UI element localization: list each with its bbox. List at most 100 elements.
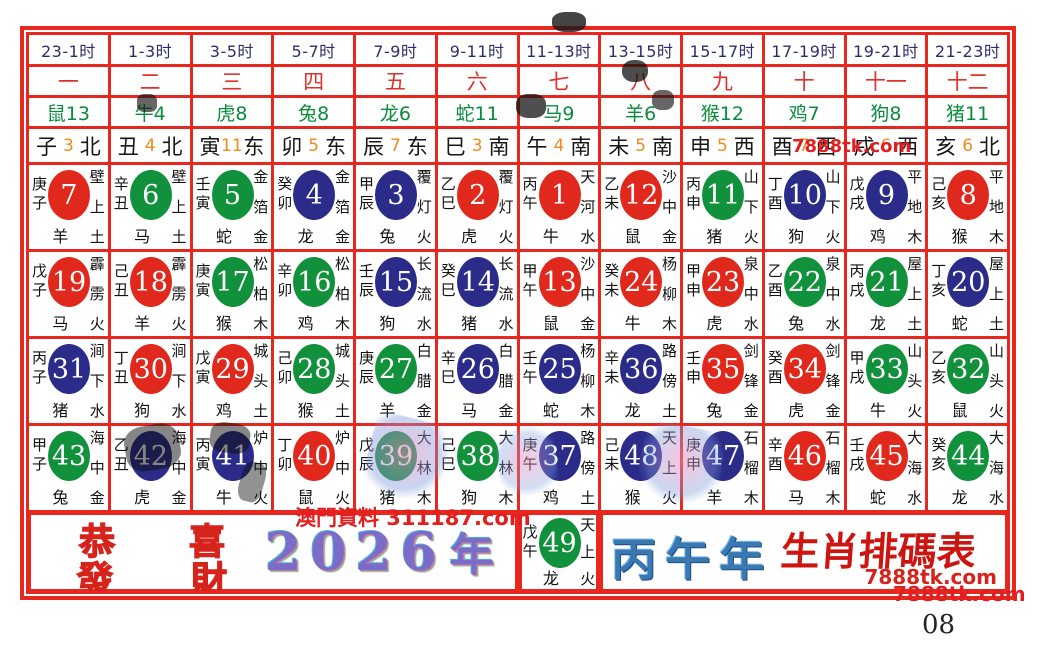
- nayin-char: 土: [580, 489, 596, 507]
- ball-cell: 壬辰 15 狗 长流水: [356, 252, 435, 336]
- nayin-char: 水: [89, 402, 105, 420]
- nayin-char: 水: [416, 315, 432, 333]
- time-slot-cell: 9-11时: [437, 35, 517, 64]
- nayin-char: 下: [89, 372, 105, 390]
- ganzhi-label: 壬寅: [196, 177, 211, 211]
- ganzhi-char: 乙: [604, 175, 620, 193]
- lottery-ball-41: 41: [211, 431, 254, 481]
- nayin-char: 中: [334, 459, 350, 477]
- nayin-label: 覆灯火: [417, 170, 432, 245]
- ball-cell: 甲子 43 兔 海中金: [29, 426, 108, 510]
- ganzhi-char: 甲: [849, 349, 865, 367]
- nayin-char: 榴: [743, 459, 759, 477]
- lottery-ball-13: 13: [538, 257, 581, 307]
- nayin-char: 木: [907, 228, 923, 246]
- nayin-label: 泉中水: [825, 257, 840, 332]
- nayin-label: 松柏木: [253, 257, 268, 332]
- ball-cell: 癸巳 14 猪 长流水: [437, 252, 517, 336]
- lottery-ball-42: 42: [129, 431, 172, 481]
- ganzhi-label: 庚子: [32, 177, 47, 211]
- nayin-char: 地: [907, 198, 923, 216]
- ganzhi-char: 酉: [767, 194, 783, 212]
- nayin-char: 木: [498, 489, 514, 507]
- nayin-char: 上: [907, 285, 923, 303]
- ganzhi-label: 庚申: [686, 438, 701, 472]
- ganzhi-char: 壬: [359, 262, 375, 280]
- ganzhi-label: 己卯: [277, 351, 292, 385]
- nayin-char: 路: [580, 429, 596, 447]
- ganzhi-label: 戊戌: [850, 177, 865, 211]
- ganzhi-label: 丙子: [32, 351, 47, 385]
- ganzhi-char: 乙: [113, 436, 129, 454]
- nayin-char: 水: [498, 315, 514, 333]
- ganzhi-char: 乙: [440, 175, 456, 193]
- direction-label: 西: [733, 134, 755, 159]
- ganzhi-char: 申: [686, 194, 702, 212]
- zodiac-label: 蛇: [542, 401, 559, 420]
- time-slot-cell: 11-13时: [519, 35, 599, 64]
- nayin-char: 雳: [171, 285, 187, 303]
- direction-label: 南: [488, 134, 510, 159]
- nayin-char: 沙: [580, 255, 596, 273]
- nayin-char: 土: [988, 315, 1004, 333]
- nayin-label: 天河水: [580, 170, 595, 245]
- zodiac-label: 牛: [215, 488, 232, 507]
- ball-cell: 己未 48 猴 天上火: [601, 426, 680, 510]
- nayin-label: 松柏木: [335, 257, 350, 332]
- ball-cell: 辛卯 16 鸡 松柏木: [274, 252, 353, 336]
- nayin-char: 上: [988, 285, 1004, 303]
- ganzhi-label: 甲申: [686, 264, 701, 298]
- ganzhi-label: 辛卯: [277, 264, 292, 298]
- time-slot-cell: 17-19时: [764, 35, 844, 64]
- nayin-label: 城头土: [335, 344, 350, 419]
- nayin-char: 壁: [171, 168, 187, 186]
- lottery-ball-44: 44: [947, 431, 990, 481]
- lottery-ball-11: 11: [702, 170, 744, 220]
- nayin-char: 金: [334, 168, 350, 186]
- nayin-char: 林: [416, 459, 432, 477]
- direction-label: 北: [161, 134, 183, 159]
- zodiac-label: 猴: [297, 401, 314, 420]
- zodiac-label: 鸡: [869, 227, 886, 246]
- nayin-char: 金: [743, 402, 759, 420]
- ball-cell: 己巳 38 狗 大林木: [437, 426, 517, 510]
- ganzhi-char: 庚: [195, 262, 211, 280]
- ganzhi-char: 癸: [604, 262, 620, 280]
- nayin-char: 柏: [334, 285, 350, 303]
- nayin-char: 木: [334, 315, 350, 333]
- ganzhi-char: 丙: [522, 175, 538, 193]
- nayin-char: 平: [988, 168, 1004, 186]
- nayin-char: 石: [825, 429, 841, 447]
- lottery-ball-49: 49: [538, 518, 581, 568]
- branch-number: 6: [880, 135, 892, 156]
- ganzhi-label: 戊午: [523, 525, 538, 559]
- nayin-char: 水: [171, 402, 187, 420]
- nayin-char: 火: [661, 489, 677, 507]
- zodiac-label: 猴: [215, 314, 232, 333]
- nayin-char: 泉: [743, 255, 759, 273]
- nayin-label: 路傍土: [580, 431, 595, 506]
- ganzhi-char: 庚: [522, 436, 538, 454]
- nayin-char: 炉: [253, 429, 269, 447]
- ganzhi-char: 辰: [359, 455, 375, 473]
- ganzhi-label: 戊寅: [196, 351, 211, 385]
- ganzhi-char: 卯: [277, 368, 293, 386]
- nayin-char: 涧: [171, 342, 187, 360]
- ganzhi-char: 亥: [931, 455, 947, 473]
- ganzhi-label: 乙巳: [441, 177, 456, 211]
- nayin-char: 白: [416, 342, 432, 360]
- direction-label: 北: [978, 134, 1000, 159]
- zodiac-label: 龙: [624, 401, 641, 420]
- nayin-label: 天上火: [662, 431, 677, 506]
- lottery-ball-18: 18: [129, 257, 172, 307]
- zodiac-label: 鼠: [297, 488, 314, 507]
- nayin-char: 锋: [825, 372, 841, 390]
- ball-cell: 庚午 37 鸡 路傍土: [519, 426, 599, 510]
- ganzhi-char: 己: [931, 175, 947, 193]
- ball-cell: 丙戌 21 龙 屋上土: [846, 252, 926, 336]
- ganzhi-char: 巳: [440, 455, 456, 473]
- nayin-label: 壁上土: [171, 170, 186, 245]
